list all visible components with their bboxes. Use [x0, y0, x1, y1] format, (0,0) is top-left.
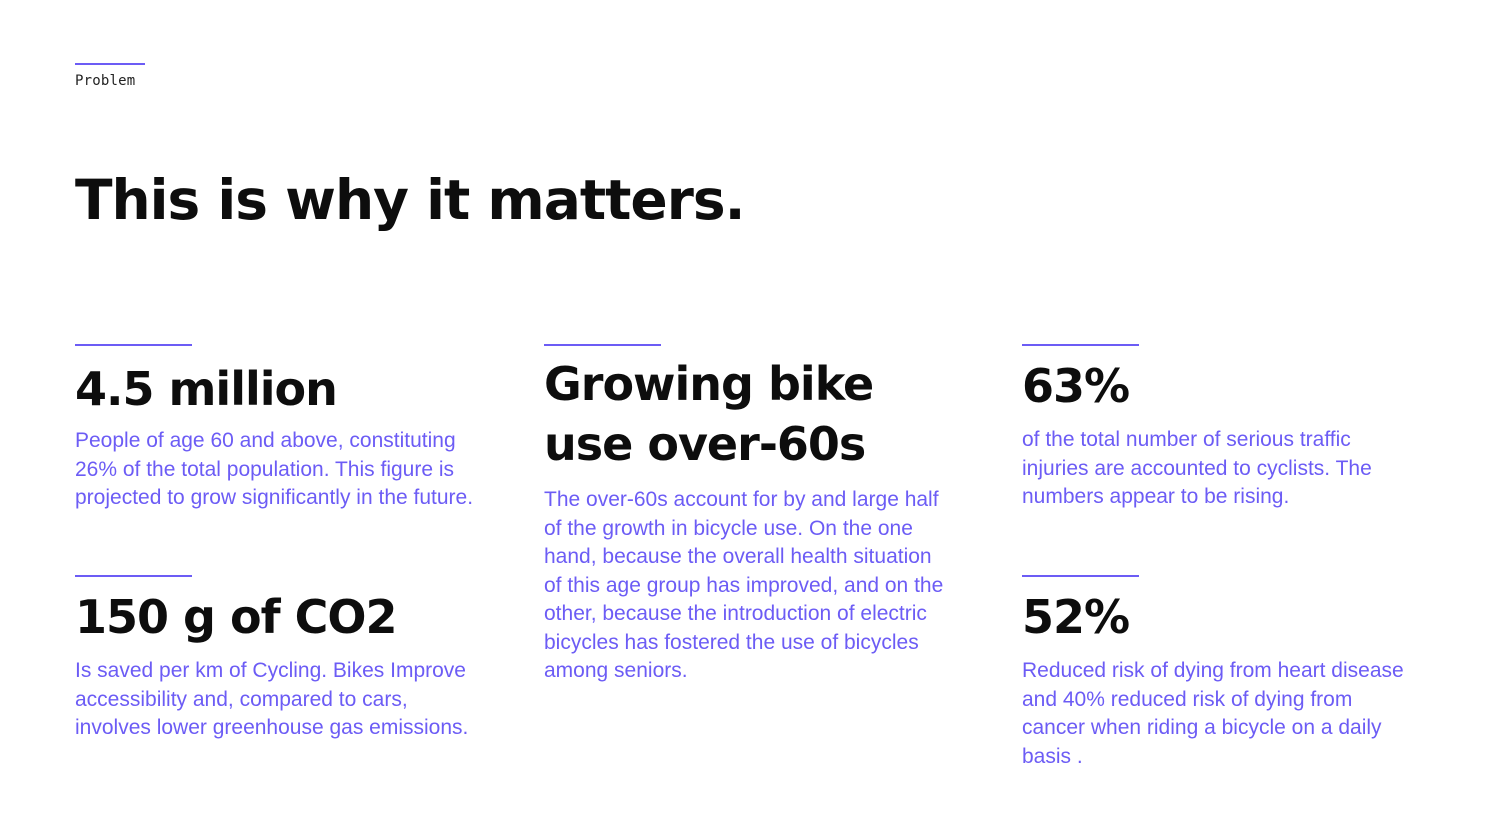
stat-rule	[75, 575, 192, 577]
stat-description-injuries: of the total number of serious traffic i…	[1022, 428, 1372, 508]
stat-rule	[1022, 575, 1139, 577]
stat-value-co2: 150 g of CO2	[75, 590, 397, 644]
page-title: This is why it matters.	[75, 168, 745, 232]
stat-description-population: People of age 60 and above, constituting…	[75, 429, 474, 509]
stat-value-growing-bike-use: Growing bike use over-60s	[544, 354, 944, 474]
stat-value-heart-risk: 52%	[1022, 590, 1130, 644]
stat-value-line: use over-60s	[544, 417, 866, 471]
stat-description-co2: Is saved per km of Cycling. Bikes Improv…	[75, 659, 469, 739]
stat-description-heart-risk: Reduced risk of dying from heart disease…	[1022, 659, 1404, 768]
stat-rule	[75, 344, 192, 346]
eyebrow-rule	[75, 63, 145, 65]
section-eyebrow: Problem	[75, 73, 136, 89]
stat-rule	[544, 344, 661, 346]
stat-value-line: Growing bike	[544, 357, 874, 411]
stat-description-growing-bike-use: The over-60s account for by and large ha…	[544, 488, 944, 682]
stat-rule	[1022, 344, 1139, 346]
stat-value-population: 4.5 million	[75, 362, 338, 416]
stat-value-injuries: 63%	[1022, 359, 1130, 413]
